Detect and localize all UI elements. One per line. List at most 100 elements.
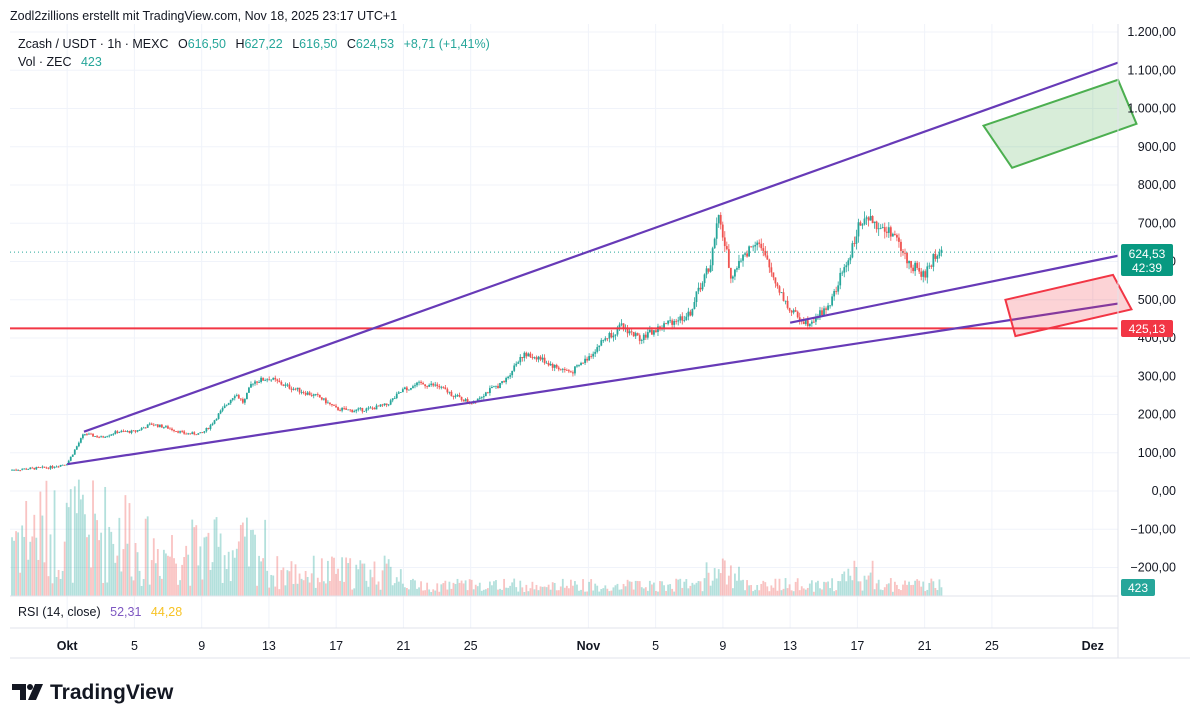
candle-body bbox=[205, 427, 208, 432]
candle-body bbox=[918, 267, 921, 272]
volume-bar bbox=[918, 580, 921, 596]
legend-volume[interactable]: Vol · ZEC 423 bbox=[18, 55, 102, 69]
trendline-lower[interactable] bbox=[66, 302, 1119, 466]
box-target-red[interactable] bbox=[1004, 273, 1134, 338]
candle-body bbox=[517, 362, 520, 364]
volume-bar bbox=[146, 516, 149, 596]
candle-body bbox=[774, 277, 777, 284]
bar-countdown: 42:39 bbox=[1132, 261, 1162, 275]
candle-body bbox=[296, 387, 299, 390]
candle-body bbox=[329, 402, 331, 405]
volume-bar bbox=[116, 555, 119, 596]
volume-bar bbox=[335, 573, 337, 596]
volume-bar bbox=[65, 502, 68, 596]
volume-bar bbox=[663, 585, 665, 596]
volume-bar bbox=[661, 581, 663, 596]
volume-bar bbox=[39, 491, 42, 596]
candle-body bbox=[211, 423, 214, 426]
volume-bar bbox=[491, 585, 493, 596]
volume-bar bbox=[871, 560, 874, 596]
volume-bar bbox=[756, 585, 759, 596]
candle-body bbox=[549, 364, 552, 366]
candle-body bbox=[426, 386, 429, 387]
volume-bar bbox=[559, 586, 562, 596]
volume-bar bbox=[403, 587, 406, 596]
candle-body bbox=[594, 351, 597, 354]
candle-body bbox=[229, 399, 232, 404]
volume-bar bbox=[195, 525, 198, 596]
volume-bar bbox=[484, 589, 487, 596]
candle-body bbox=[574, 366, 576, 374]
volume-bar bbox=[875, 583, 878, 596]
candle-body bbox=[833, 290, 836, 297]
volume-bar bbox=[329, 580, 331, 596]
volume-bar bbox=[715, 578, 718, 596]
volume-bar bbox=[764, 582, 767, 596]
volume-bar bbox=[610, 590, 613, 596]
volume-bar bbox=[596, 585, 599, 596]
candle-body bbox=[707, 268, 710, 272]
candle-body bbox=[219, 410, 222, 414]
candle-body bbox=[572, 372, 574, 374]
volume-bar bbox=[114, 562, 117, 596]
price-axis[interactable]: −200,00−100,000,00100,00200,00300,00400,… bbox=[1127, 25, 1176, 575]
volume-bar bbox=[306, 576, 309, 596]
x-tick-label: 21 bbox=[918, 639, 932, 653]
candle-body bbox=[754, 245, 757, 247]
candle-body bbox=[531, 357, 534, 359]
trendline-middle[interactable] bbox=[789, 254, 1119, 324]
volume-bar bbox=[104, 486, 107, 596]
volume-bar bbox=[671, 588, 674, 596]
volume-bar bbox=[798, 590, 801, 596]
time-axis[interactable]: Okt 5 9 13 17 21 25 Nov 5 9 13 17 21 25 Dez bbox=[57, 639, 1104, 653]
tradingview-logo[interactable]: TradingView bbox=[12, 681, 174, 704]
candle-body bbox=[294, 388, 297, 390]
candle-body bbox=[310, 395, 313, 396]
volume-bar bbox=[365, 580, 368, 596]
candle-body bbox=[118, 432, 121, 433]
last-price-badge bbox=[1121, 244, 1173, 276]
legend-close-label: C bbox=[347, 37, 356, 51]
volume-bar bbox=[454, 583, 457, 596]
box-target-green[interactable] bbox=[981, 78, 1138, 169]
trendline-upper[interactable] bbox=[83, 61, 1119, 433]
legend-low: 616,50 bbox=[299, 37, 337, 51]
volume-bar bbox=[391, 585, 394, 596]
volume-bar bbox=[219, 533, 222, 596]
volume-bar bbox=[843, 571, 846, 596]
volume-bar bbox=[217, 546, 220, 596]
volume-bar bbox=[248, 566, 250, 596]
volume-bar bbox=[509, 585, 512, 596]
volume-bar bbox=[377, 581, 380, 596]
volume-bar bbox=[703, 578, 706, 596]
candle-body bbox=[312, 394, 315, 396]
volume-bar bbox=[304, 570, 307, 596]
legend-open: 616,50 bbox=[188, 37, 226, 51]
volume-bar bbox=[55, 577, 58, 596]
x-tick-label: 25 bbox=[985, 639, 999, 653]
candle-body bbox=[306, 392, 309, 395]
candle-body bbox=[420, 381, 422, 383]
rsi-legend[interactable]: RSI (14, close) 52,31 44,28 bbox=[18, 605, 182, 619]
candle-body bbox=[738, 260, 740, 269]
candle-body bbox=[47, 467, 50, 469]
volume-bar bbox=[31, 536, 34, 596]
candle-body bbox=[363, 410, 366, 412]
candle-body bbox=[347, 409, 350, 411]
volume-bar bbox=[650, 584, 653, 596]
volume-bar bbox=[936, 590, 939, 596]
volume-bar bbox=[810, 580, 813, 596]
candle-body bbox=[606, 338, 609, 340]
candle-body bbox=[932, 253, 935, 267]
candle-body bbox=[592, 353, 595, 357]
legend-symbol[interactable]: Zcash / USDT · 1h · MEXC bbox=[18, 37, 169, 51]
drawings[interactable] bbox=[10, 61, 1138, 466]
x-tick-label: 13 bbox=[783, 639, 797, 653]
candle-body bbox=[165, 426, 167, 428]
volume-bar bbox=[276, 556, 279, 596]
volume-bar bbox=[45, 480, 48, 596]
volume-bar bbox=[225, 569, 228, 596]
x-tick-label: Dez bbox=[1082, 639, 1104, 653]
volume-bar bbox=[778, 578, 781, 596]
